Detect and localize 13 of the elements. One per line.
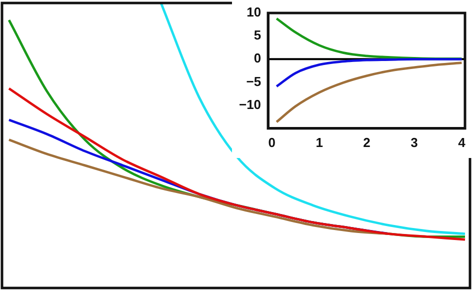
x-tick-label: 2 xyxy=(363,134,370,150)
x-tick-label: 0 xyxy=(268,134,276,150)
x-tick-label: 1 xyxy=(316,134,323,150)
y-tick-label: −10 xyxy=(238,96,262,112)
y-tick-label: 10 xyxy=(246,4,262,20)
y-tick-label: −5 xyxy=(246,74,262,89)
line-series xyxy=(275,17,463,60)
x-tick-label: 3 xyxy=(410,134,418,150)
line-series xyxy=(275,58,463,88)
y-tick-label: 5 xyxy=(254,28,262,43)
line-series xyxy=(275,62,463,124)
y-tick-label: 0 xyxy=(254,50,262,66)
x-tick-label: 4 xyxy=(458,134,466,150)
